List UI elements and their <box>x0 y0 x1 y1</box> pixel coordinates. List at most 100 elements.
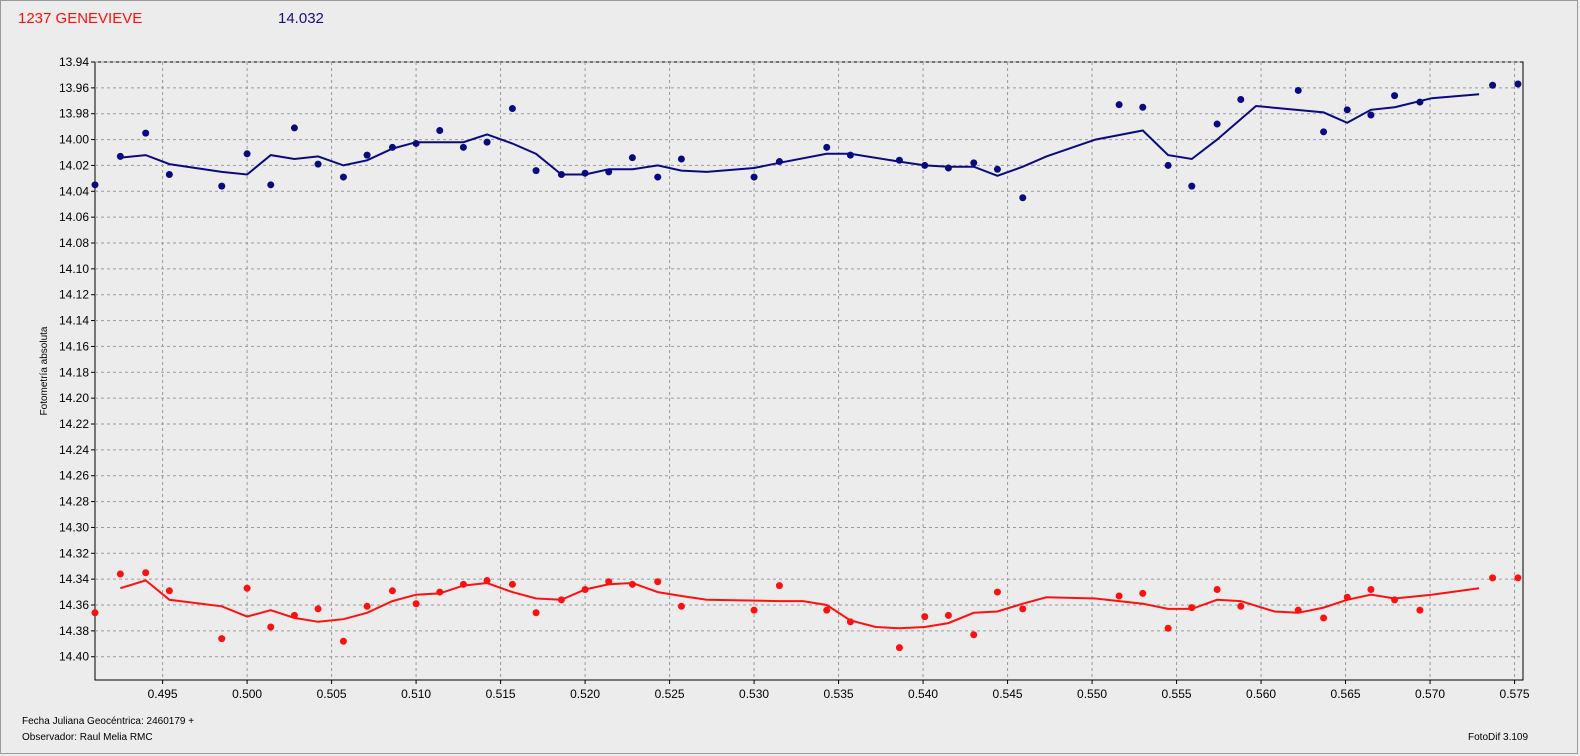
data-point <box>1294 86 1302 94</box>
y-tick-label: 13.98 <box>59 107 89 121</box>
data-point <box>581 169 589 177</box>
data-point <box>1343 593 1351 601</box>
data-point <box>116 570 124 578</box>
y-axis-ticks: 13.94 13.96 13.98 14.00 14.02 14.04 14.06 14.08… <box>59 55 95 664</box>
data-point <box>750 173 758 181</box>
data-point <box>993 165 1001 173</box>
y-tick-label: 14.16 <box>59 339 89 353</box>
data-point <box>314 605 322 613</box>
data-point <box>1188 604 1196 612</box>
data-point <box>459 143 467 151</box>
data-point <box>944 164 952 172</box>
data-point <box>1213 585 1221 593</box>
data-point <box>1019 605 1027 613</box>
y-tick-label: 14.38 <box>59 624 89 638</box>
data-point <box>750 606 758 614</box>
x-tick-label: 0.510 <box>401 687 431 701</box>
y-tick-label: 14.20 <box>59 391 89 405</box>
data-point <box>628 580 636 588</box>
y-tick-label: 14.04 <box>59 184 89 198</box>
data-point <box>1115 592 1123 600</box>
data-point <box>846 618 854 626</box>
data-point <box>823 143 831 151</box>
comparison-series <box>91 569 1522 652</box>
data-point <box>1514 80 1522 88</box>
x-tick-label: 0.560 <box>1246 687 1276 701</box>
software-version: FotoDif 3.109 <box>1468 732 1529 743</box>
y-tick-label: 14.40 <box>59 650 89 664</box>
data-point <box>1514 574 1522 582</box>
observer-label: Observador: Raul Melia RMC <box>22 732 153 743</box>
data-point <box>823 606 831 614</box>
data-point <box>363 151 371 159</box>
data-point <box>1320 128 1328 136</box>
x-tick-label: 0.525 <box>655 687 685 701</box>
data-point <box>1237 95 1245 103</box>
x-tick-label: 0.555 <box>1162 687 1192 701</box>
data-point <box>388 143 396 151</box>
data-point <box>1343 106 1351 114</box>
data-point <box>532 167 540 175</box>
data-point <box>243 150 251 158</box>
y-tick-label: 13.96 <box>59 81 89 95</box>
data-point <box>1188 182 1196 190</box>
data-point <box>775 158 783 166</box>
x-tick-label: 0.565 <box>1331 687 1361 701</box>
data-point <box>1416 606 1424 614</box>
data-point <box>895 156 903 164</box>
data-point <box>628 154 636 162</box>
data-point <box>290 124 298 132</box>
data-point <box>436 127 444 135</box>
y-tick-label: 14.36 <box>59 598 89 612</box>
data-point <box>1139 589 1147 597</box>
y-tick-label: 14.14 <box>59 314 89 328</box>
y-tick-label: 14.00 <box>59 133 89 147</box>
julian-date-label: Fecha Juliana Geocéntrica: 2460179 + <box>22 716 195 727</box>
y-tick-label: 14.30 <box>59 520 89 534</box>
data-point <box>921 161 929 169</box>
x-tick-label: 0.575 <box>1500 687 1530 701</box>
data-point <box>1237 602 1245 610</box>
data-point <box>436 588 444 596</box>
data-point <box>921 613 929 621</box>
plot-area <box>94 61 1524 681</box>
data-point <box>654 173 662 181</box>
x-tick-label: 0.495 <box>148 687 178 701</box>
data-point <box>970 631 978 639</box>
data-point <box>846 151 854 159</box>
data-point <box>1391 596 1399 604</box>
object-name: 1237 GENEVIEVE <box>18 10 143 27</box>
x-tick-label: 0.570 <box>1415 687 1445 701</box>
data-point <box>290 611 298 619</box>
data-point <box>557 596 565 604</box>
data-point <box>508 580 516 588</box>
data-point <box>1367 111 1375 119</box>
data-point <box>557 170 565 178</box>
data-point <box>1391 92 1399 100</box>
data-point <box>412 139 420 147</box>
data-point <box>605 168 613 176</box>
data-point <box>895 644 903 652</box>
data-point <box>339 173 347 181</box>
trend-line <box>120 579 1480 630</box>
object-magnitude: 14.032 <box>278 10 324 27</box>
y-tick-label: 14.24 <box>59 443 89 457</box>
x-tick-label: 0.520 <box>570 687 600 701</box>
data-point <box>412 600 420 608</box>
data-point <box>314 160 322 168</box>
data-point <box>1367 585 1375 593</box>
data-point <box>339 637 347 645</box>
data-point <box>581 585 589 593</box>
data-point <box>243 584 251 592</box>
data-point <box>654 578 662 586</box>
data-point <box>1294 606 1302 614</box>
x-axis-ticks: 0.495 0.500 0.505 0.510 0.515 0.520 0.525 0.530… <box>148 680 1530 701</box>
y-tick-label: 14.06 <box>59 210 89 224</box>
grid <box>95 61 1523 680</box>
x-tick-label: 0.530 <box>739 687 769 701</box>
x-tick-label: 0.505 <box>317 687 347 701</box>
data-point <box>165 587 173 595</box>
data-point <box>165 170 173 178</box>
data-point <box>267 623 275 631</box>
